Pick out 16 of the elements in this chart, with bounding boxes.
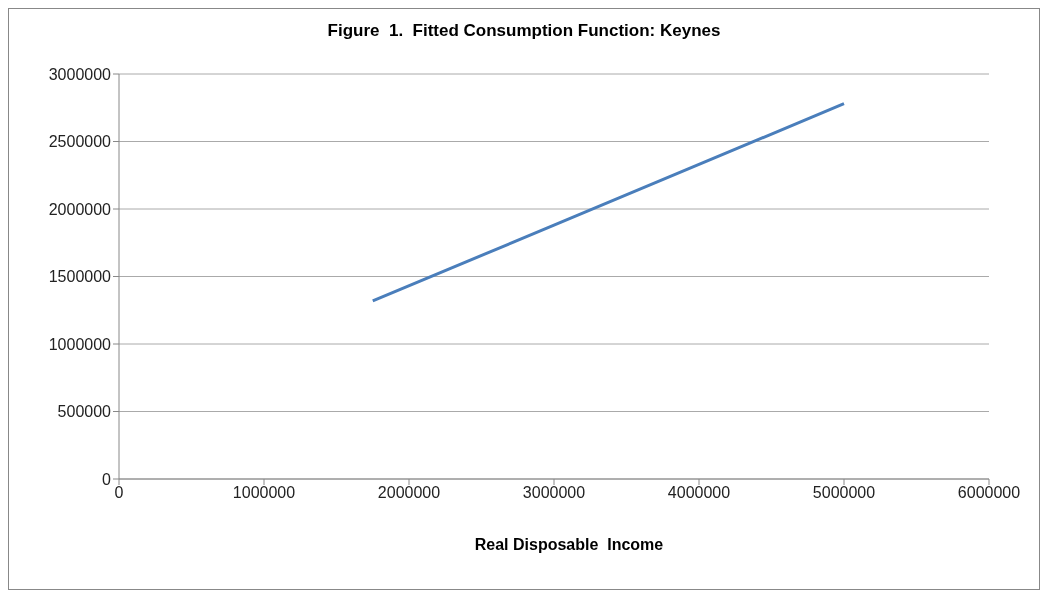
x-tick-label: 6000000 <box>957 484 1021 502</box>
y-tick-label: 3000000 <box>48 65 112 83</box>
y-tick-label: 500000 <box>57 403 112 421</box>
y-tick-label: 1500000 <box>48 268 112 286</box>
x-tick-label: 1000000 <box>232 484 296 502</box>
x-tick-label: 3000000 <box>522 484 586 502</box>
x-tick-label: 2000000 <box>377 484 441 502</box>
x-tick-label: 0 <box>114 484 124 502</box>
x-tick-label: 4000000 <box>667 484 731 502</box>
chart-title: Figure 1. Fitted Consumption Function: Keynes <box>326 21 722 41</box>
y-tick-label: 1000000 <box>48 335 112 353</box>
x-tick-label: 5000000 <box>812 484 876 502</box>
y-tick-label: 2000000 <box>48 200 112 218</box>
x-axis-title: Real Disposable Income <box>473 536 665 554</box>
y-tick-label: 2500000 <box>48 133 112 151</box>
y-tick-label: 0 <box>102 470 112 488</box>
